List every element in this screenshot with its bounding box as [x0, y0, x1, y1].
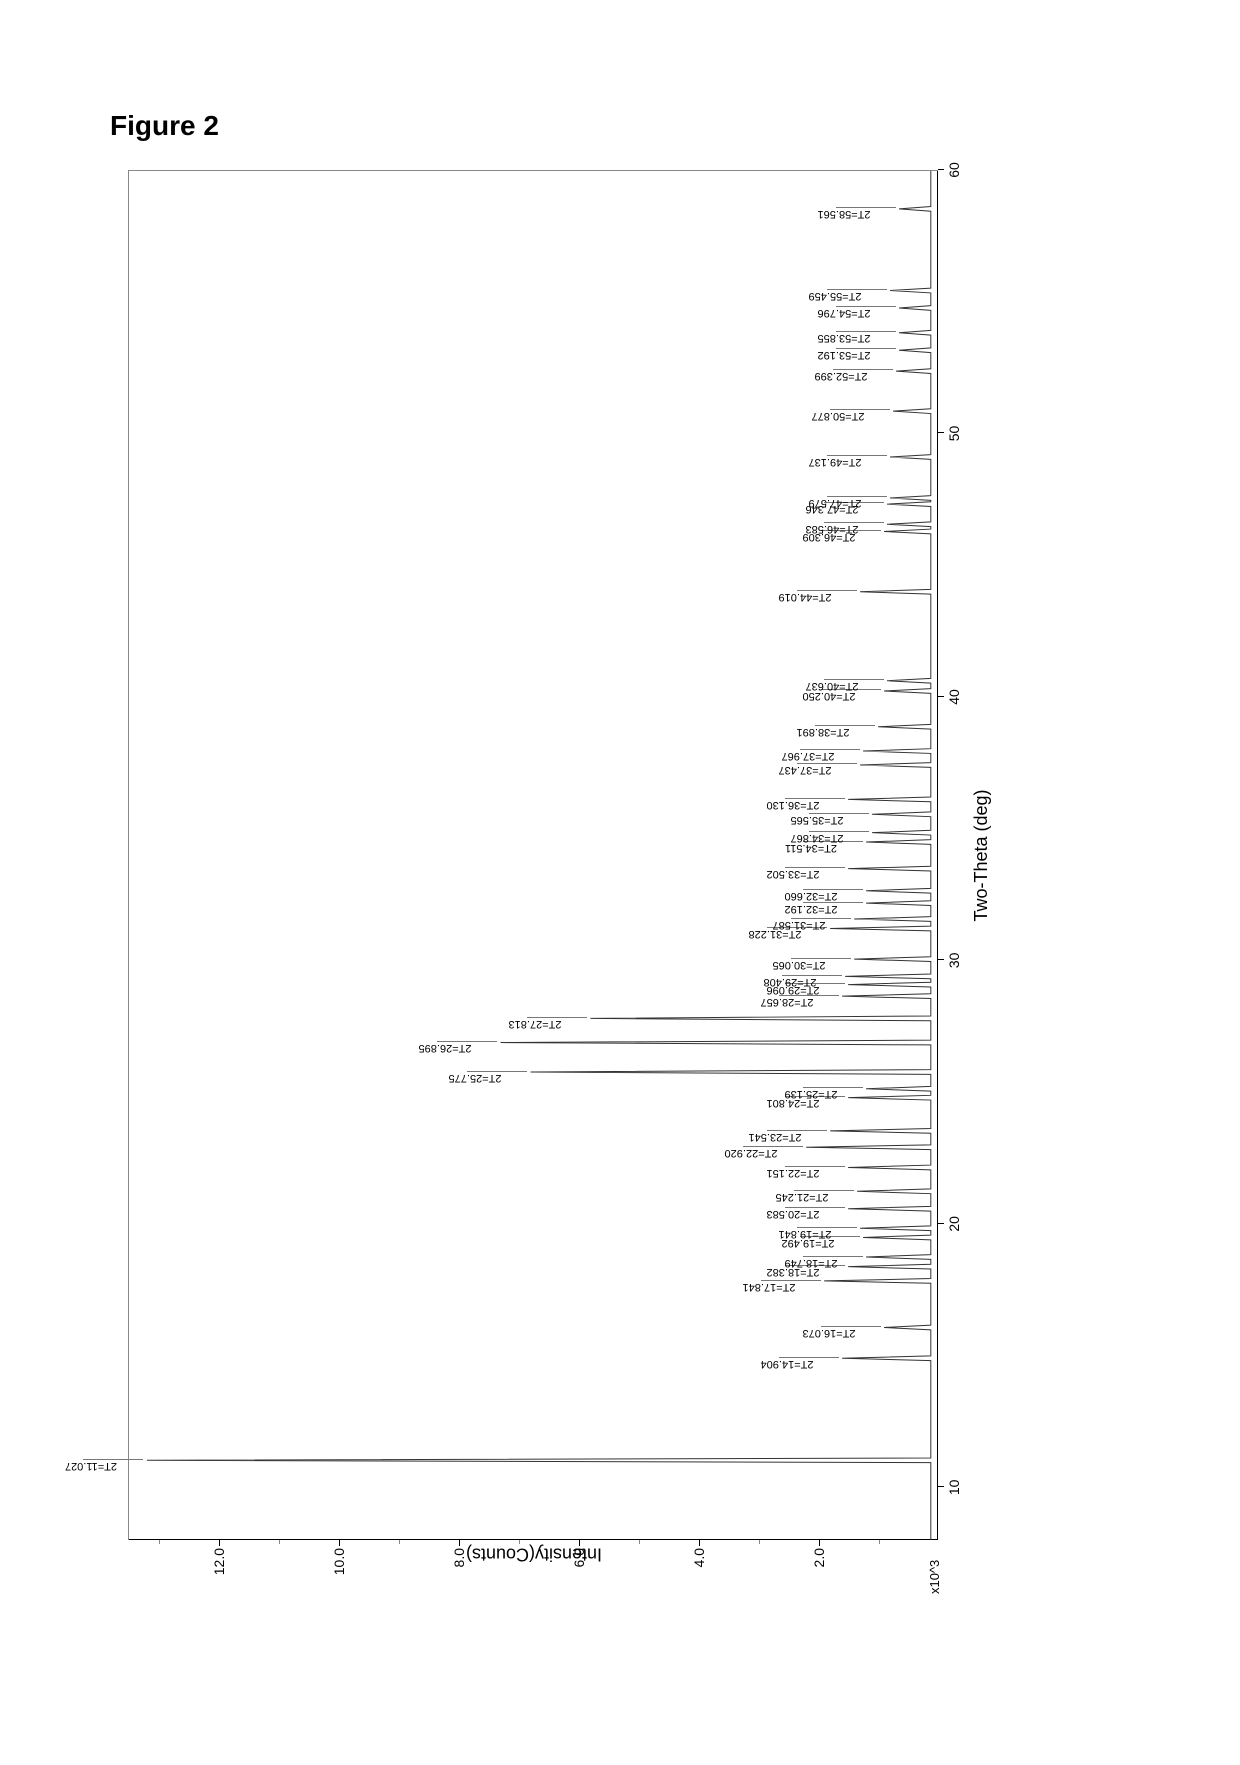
peak-label: 2T=54.796	[818, 307, 871, 319]
x-tick	[938, 1223, 944, 1224]
x-tick-label: 10	[946, 1480, 962, 1496]
peak-label: 2T=21.245	[776, 1191, 829, 1203]
x-tick-label: 40	[946, 689, 962, 705]
xrd-chart: Two-Theta (deg) Intensity(Counts) x10^3 …	[118, 140, 1098, 1640]
peak-label: 2T=40.250	[803, 690, 856, 702]
y-tick	[459, 1540, 460, 1546]
peak-label: 2T=50.877	[812, 410, 865, 422]
y-tick-label: 6.0	[571, 1548, 587, 1588]
peak-label: 2T=33.502	[767, 868, 820, 880]
x-tick	[938, 696, 944, 697]
peak-label: 2T=25.775	[449, 1072, 502, 1084]
y-tick	[219, 1540, 220, 1546]
y-minor-tick	[879, 1540, 880, 1544]
x-tick-label: 60	[946, 162, 962, 178]
peak-label: 2T=26.895	[419, 1042, 472, 1054]
peak-label: 2T=40.637	[806, 680, 859, 692]
peak-label: 2T=32.660	[785, 890, 838, 902]
y-minor-tick	[279, 1540, 280, 1544]
peak-label: 2T=30.065	[773, 959, 826, 971]
y-tick	[579, 1540, 580, 1546]
peak-label: 2T=22.920	[725, 1147, 778, 1159]
peak-label: 2T=29.408	[764, 976, 817, 988]
y-minor-tick	[519, 1540, 520, 1544]
figure-title: Figure 2	[110, 110, 219, 142]
y-axis-exponent: x10^3	[927, 1560, 942, 1594]
plot-area: Two-Theta (deg) Intensity(Counts) x10^3 …	[128, 170, 938, 1540]
x-tick-label: 20	[946, 1216, 962, 1232]
peak-label: 2T=23.541	[749, 1131, 802, 1143]
peak-label: 2T=14.904	[761, 1358, 814, 1370]
peak-label: 2T=22.151	[767, 1167, 820, 1179]
chart-canvas: Two-Theta (deg) Intensity(Counts) x10^3 …	[118, 140, 1098, 1640]
y-tick-label: 4.0	[691, 1548, 707, 1588]
x-tick-label: 30	[946, 953, 962, 969]
y-minor-tick	[399, 1540, 400, 1544]
x-tick-label: 50	[946, 426, 962, 442]
peak-label: 2T=55.459	[809, 290, 862, 302]
peak-label: 2T=38.891	[797, 726, 850, 738]
peak-label: 2T=44.019	[779, 591, 832, 603]
x-tick	[938, 959, 944, 960]
peak-label: 2T=53.855	[818, 332, 871, 344]
peak-label: 2T=11.027	[65, 1460, 117, 1472]
peak-label: 2T=37.967	[782, 751, 835, 763]
peak-label: 2T=16.073	[803, 1327, 856, 1339]
peak-label: 2T=35.565	[791, 814, 844, 826]
peak-label: 2T=17.841	[743, 1281, 796, 1293]
peak-label: 2T=28.657	[761, 996, 814, 1008]
peak-label: 2T=31.587	[773, 919, 826, 931]
peak-label: 2T=19.841	[779, 1228, 832, 1240]
y-tick-label: 2.0	[811, 1548, 827, 1588]
x-tick	[938, 1486, 944, 1487]
y-tick-label: 10.0	[331, 1548, 347, 1588]
peak-label: 2T=34.867	[791, 832, 844, 844]
y-tick-label: 12.0	[211, 1548, 227, 1588]
y-minor-tick	[759, 1540, 760, 1544]
peak-label: 2T=47.579	[809, 497, 862, 509]
peak-label: 2T=18.749	[785, 1257, 838, 1269]
y-tick	[699, 1540, 700, 1546]
peak-label: 2T=27.813	[509, 1018, 562, 1030]
peak-label: 2T=46.583	[806, 524, 859, 536]
x-axis-label: Two-Theta (deg)	[971, 789, 992, 921]
peak-label: 2T=32.192	[785, 903, 838, 915]
y-tick	[339, 1540, 340, 1546]
peak-label: 2T=37.437	[779, 764, 832, 776]
peak-label: 2T=58.561	[818, 208, 871, 220]
y-tick-label: 8.0	[451, 1548, 467, 1588]
page: Figure 2 Two-Theta (deg) Intensity(Count…	[0, 0, 1240, 1765]
peak-label: 2T=25.139	[785, 1088, 838, 1100]
x-tick	[938, 432, 944, 433]
y-minor-tick	[159, 1540, 160, 1544]
y-tick	[819, 1540, 820, 1546]
peak-label: 2T=20.583	[767, 1209, 820, 1221]
peak-label: 2T=52.399	[815, 370, 868, 382]
y-minor-tick	[639, 1540, 640, 1544]
peak-label: 2T=49.137	[809, 456, 862, 468]
peak-label: 2T=36.130	[767, 799, 820, 811]
peak-label: 2T=53.192	[818, 349, 871, 361]
x-tick	[938, 169, 944, 170]
